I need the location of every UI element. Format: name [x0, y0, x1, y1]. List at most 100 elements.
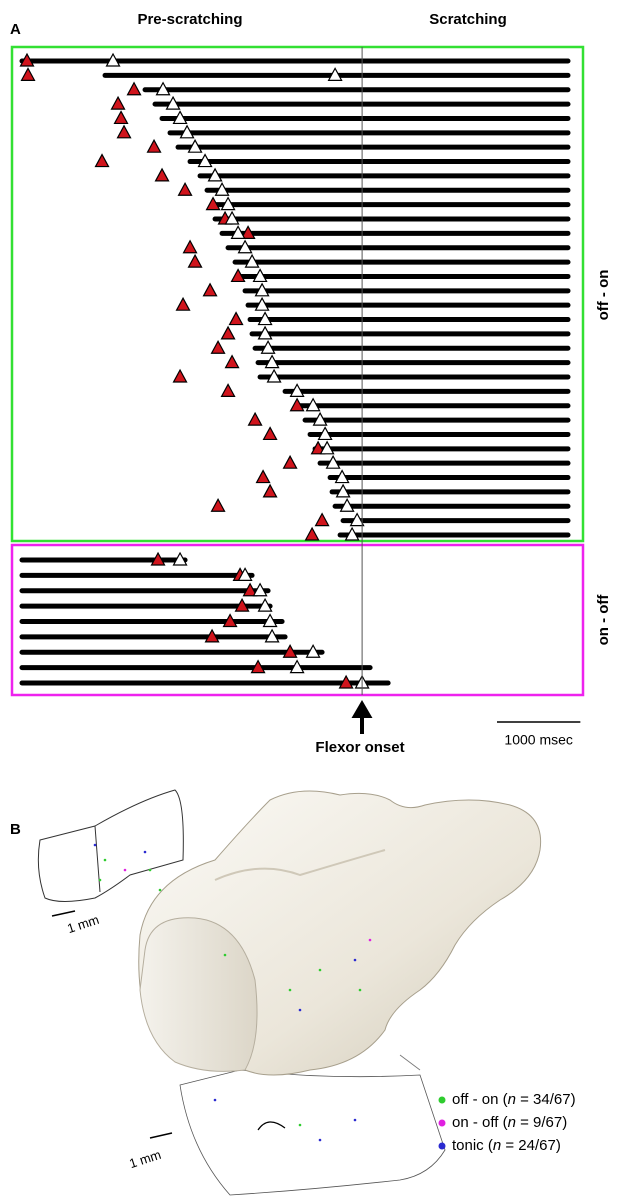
site — [93, 843, 97, 847]
plane-fold — [94, 825, 101, 893]
scale-bar — [149, 1132, 173, 1139]
transition-marker — [305, 643, 321, 658]
site — [298, 1123, 302, 1127]
transition-marker — [335, 483, 351, 498]
transition-marker — [105, 52, 121, 67]
legend-text: n — [508, 1114, 516, 1131]
contour — [257, 1121, 286, 1131]
legend-text: on - off ( — [452, 1114, 508, 1131]
transition-marker — [126, 81, 142, 96]
legend-text: tonic ( — [452, 1137, 493, 1154]
transition-marker — [266, 368, 282, 383]
transition-marker — [250, 659, 266, 674]
transition-marker — [116, 124, 132, 139]
transition-marker — [282, 454, 298, 469]
transition-marker — [304, 526, 320, 541]
site — [368, 938, 372, 942]
transition-marker — [172, 551, 188, 566]
transition-marker — [264, 628, 280, 643]
transition-marker — [150, 551, 166, 566]
transition-marker — [257, 597, 273, 612]
site — [223, 953, 227, 957]
transition-marker — [289, 383, 305, 397]
transition-marker — [325, 454, 341, 469]
transition-marker — [228, 311, 244, 326]
transition-marker — [344, 526, 360, 541]
site — [298, 1008, 302, 1012]
transition-marker — [244, 253, 260, 268]
transition-marker — [172, 110, 188, 125]
site — [103, 858, 107, 862]
panel-label: A — [10, 21, 21, 38]
transition-marker — [289, 397, 305, 412]
transition-marker — [154, 167, 170, 182]
scale-label: 1 mm — [127, 1147, 163, 1171]
transition-marker — [317, 426, 333, 441]
transition-marker — [262, 426, 278, 441]
panel-b: B 1 mm 1 mm — [10, 789, 576, 1196]
transition-marker — [214, 182, 230, 196]
site — [143, 850, 147, 854]
group-label: on - off — [595, 594, 612, 646]
group-box — [10, 45, 585, 543]
site — [288, 988, 292, 992]
transition-marker — [262, 483, 278, 498]
transition-marker — [310, 440, 326, 455]
surface-shade — [214, 849, 386, 881]
transition-marker — [94, 153, 110, 168]
site — [318, 1138, 322, 1142]
transition-marker — [207, 167, 223, 182]
transition-marker — [312, 411, 328, 426]
transition-marker — [339, 498, 355, 512]
transition-marker — [19, 52, 35, 67]
transition-marker — [177, 182, 193, 196]
transition-marker — [210, 498, 226, 512]
transition-marker — [254, 282, 270, 297]
transition-marker — [237, 567, 253, 581]
group-box — [10, 543, 585, 697]
transition-marker — [146, 138, 162, 153]
site — [353, 1118, 357, 1122]
panel-label: B — [10, 821, 21, 838]
cut-face — [139, 917, 258, 1072]
transition-marker — [237, 239, 253, 254]
transition-marker — [260, 340, 276, 354]
transition-marker — [179, 124, 195, 139]
transition-marker — [175, 296, 191, 311]
transition-marker — [305, 397, 321, 412]
onset-label: Flexor onset — [315, 739, 404, 756]
legend-label: tonic (n = 24/67) — [452, 1137, 561, 1154]
site — [353, 958, 357, 962]
transition-marker — [110, 95, 126, 110]
legend-text: = 34/67) — [516, 1091, 576, 1108]
site — [358, 988, 362, 992]
legend-marker — [438, 1142, 446, 1150]
transition-marker — [113, 110, 129, 125]
transition-marker — [257, 325, 273, 340]
transition-marker — [338, 674, 354, 689]
site — [148, 868, 152, 872]
transition-marker — [327, 67, 343, 81]
transition-marker — [230, 268, 246, 283]
legend-text: n — [508, 1091, 516, 1108]
site — [123, 868, 127, 872]
transition-marker — [234, 597, 250, 612]
transition-marker — [202, 282, 218, 297]
transition-marker — [187, 253, 203, 268]
transition-marker — [282, 643, 298, 658]
scale-label: 1000 msec — [504, 732, 572, 748]
transition-marker — [197, 153, 213, 168]
onset-arrow — [351, 700, 373, 734]
transition-marker — [262, 613, 278, 628]
header: Scratching — [429, 11, 507, 28]
transition-marker — [255, 469, 271, 484]
transition-marker — [319, 440, 335, 455]
transition-marker — [220, 196, 236, 211]
transition-marker — [222, 613, 238, 628]
scale-label: 1 mm — [65, 912, 101, 936]
transition-marker — [187, 138, 203, 153]
leader-line — [399, 1054, 421, 1071]
transition-marker — [210, 340, 226, 354]
transition-marker — [182, 239, 198, 254]
header: Pre-scratching — [137, 11, 242, 28]
